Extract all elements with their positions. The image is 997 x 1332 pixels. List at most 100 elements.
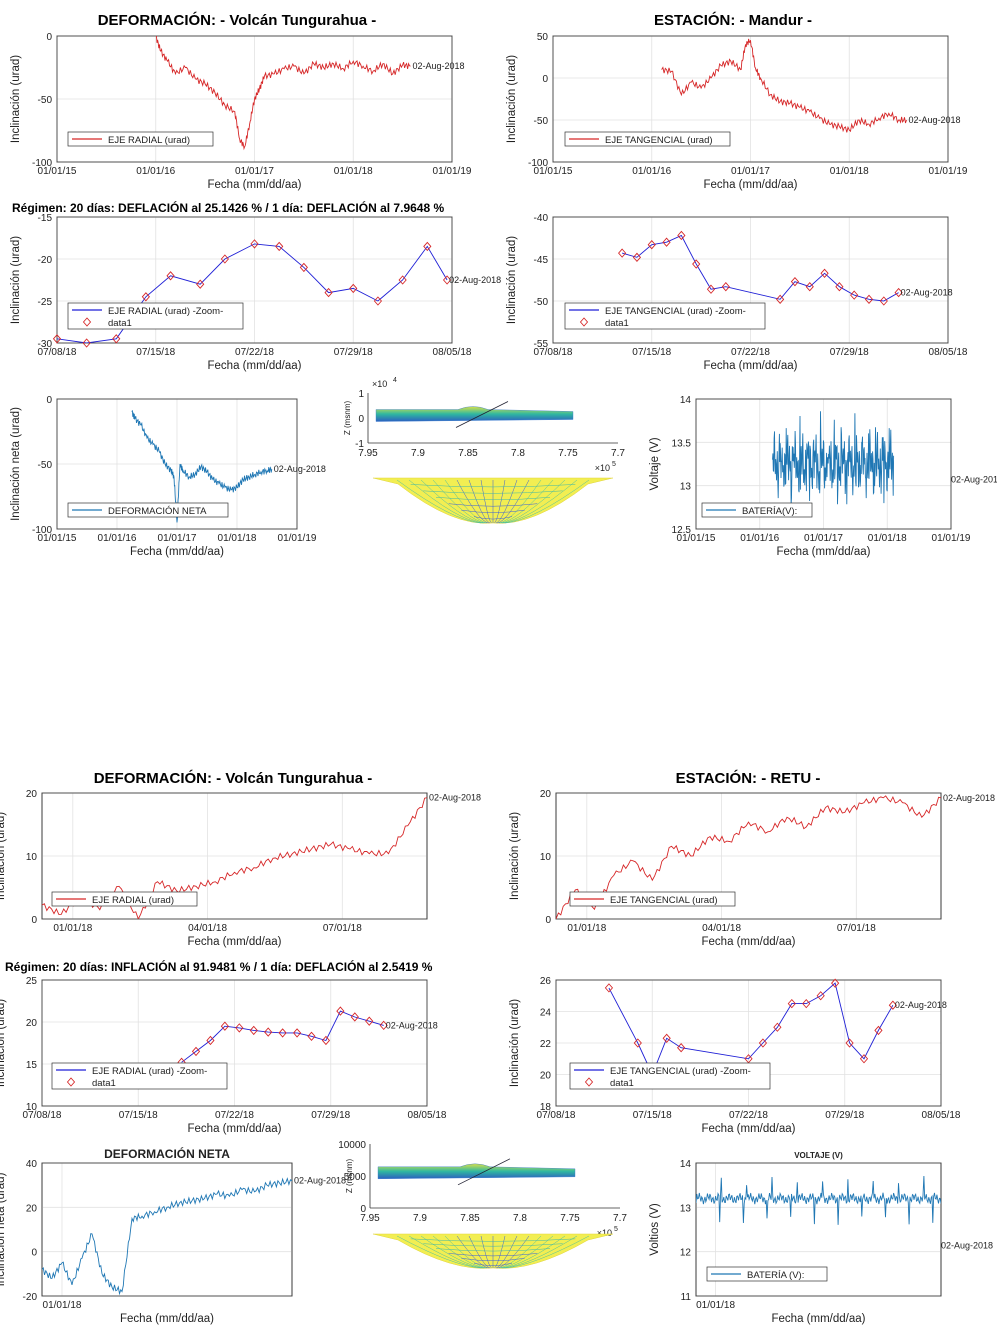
legend-entry: DEFORMACIÓN NETA — [108, 506, 207, 517]
data-point — [864, 294, 874, 305]
y-tick-label: 0 — [542, 74, 548, 85]
data-point — [112, 334, 121, 344]
x-tick-label: 01/01/17 — [235, 166, 274, 177]
chart-b-volt: 01/01/18 14 13 12 11 Fecha (mm/dd/aa) Voltios … — [649, 1151, 993, 1325]
surface-z-tick: 10000 — [338, 1140, 366, 1151]
y-tick-label: 12 — [680, 1248, 692, 1259]
legend-box — [701, 502, 813, 518]
mesh-line — [504, 479, 590, 524]
y-tick-label: 13 — [680, 482, 692, 493]
surface-x-tick: 7.95 — [358, 448, 378, 459]
chart-title: DEFORMACIÓN NETA — [104, 1146, 230, 1161]
data-point — [618, 248, 627, 258]
legend-entry: EJE RADIAL (urad) — [108, 135, 190, 146]
y-tick-label: 0 — [46, 395, 52, 406]
y-tick-label: -25 — [38, 297, 53, 308]
x-tick-label: 01/01/16 — [740, 533, 779, 544]
mesh-line — [494, 479, 506, 524]
mesh-line — [495, 479, 518, 524]
data-point — [52, 334, 62, 344]
y-tick-label: -40 — [534, 213, 549, 224]
x-tick-label: 01/01/16 — [136, 166, 175, 177]
surface-plot-0: 1 0 -17.95 7.9 7.85 7.8 7.75 7.7 Z (msnm) ×10 4 ×10… — [343, 377, 625, 524]
y-tick-label: 18 — [540, 1102, 552, 1113]
plot-frame — [555, 979, 942, 1107]
data-point — [859, 1054, 869, 1064]
data-point — [278, 1028, 287, 1038]
chart-title: VOLTAJE (V) — [794, 1151, 843, 1160]
surface-z-tick: -1 — [355, 439, 364, 450]
x-axis-label: Fecha (mm/dd/aa) — [188, 936, 282, 948]
x-tick-label: 07/01/18 — [323, 923, 362, 934]
y-tick-label: -50 — [38, 95, 53, 106]
y-tick-label: 24 — [540, 1008, 552, 1019]
surface-z-tick: 0 — [360, 1204, 366, 1215]
annotation-label: 02-Aug-2018 — [429, 793, 481, 803]
data-point — [307, 1031, 316, 1041]
surface-x-exponent: ×10 — [597, 1228, 612, 1238]
mesh-line — [408, 1235, 483, 1269]
x-tick-label: 01/01/15 — [677, 533, 716, 544]
mesh-line — [420, 1235, 485, 1269]
surface-vector — [455, 401, 509, 428]
legend-marker — [584, 1077, 594, 1087]
x-tick-label: 01/01/17 — [731, 166, 770, 177]
series-line — [556, 795, 941, 919]
x-axis-label: Fecha (mm/dd/aa) — [772, 1313, 866, 1325]
x-tick-label: 07/08/18 — [23, 1110, 62, 1121]
legend-entry: EJE TANGENCIAL (urad) -Zoom- — [605, 306, 746, 317]
data-point — [264, 1027, 273, 1037]
data-point — [166, 271, 175, 281]
x-tick-label: 01/01/18 — [334, 166, 373, 177]
mesh-ring — [473, 1262, 513, 1266]
y-tick-label: 20 — [26, 1203, 38, 1214]
plot-frame — [695, 1162, 942, 1297]
mesh-line — [494, 1235, 506, 1269]
legend: DEFORMACIÓN NETA — [67, 502, 229, 518]
mesh-ring — [423, 490, 563, 494]
bottom-title-left: DEFORMACIÓN: - Volcán Tungurahua - — [94, 769, 373, 787]
x-tick-label: 07/29/18 — [311, 1110, 350, 1121]
surface-mesh — [372, 1233, 614, 1269]
data-point — [379, 1020, 388, 1031]
data-point — [692, 259, 701, 269]
y-tick-label: 10 — [540, 852, 552, 863]
plot-frame — [555, 792, 942, 920]
mesh-ring — [461, 1258, 525, 1262]
mesh-ring — [435, 497, 551, 501]
data-point — [365, 1016, 374, 1026]
mesh-ring — [473, 516, 513, 520]
data-point — [206, 1035, 215, 1046]
y-axis-label: Inclinación (urad) — [0, 812, 7, 900]
data-point — [758, 1038, 768, 1048]
chart-b-radial-zoom: 07/08/18 07/15/18 07/22/18 07/29/18 08/05/18… — [0, 976, 447, 1135]
surface-z-exponent-power: 4 — [393, 377, 397, 384]
y-tick-label: 10 — [26, 852, 38, 863]
y-tick-label: 25 — [26, 976, 38, 987]
surface-z-exponent: ×10 — [372, 379, 387, 389]
y-axis-label: Inclinación (urad) — [506, 55, 518, 143]
surface-x-tick: 7.7 — [611, 448, 625, 459]
series-line — [608, 982, 894, 1076]
y-tick-label: 20 — [540, 1071, 552, 1082]
data-point — [604, 983, 614, 993]
surface-x-tick: 7.75 — [558, 448, 578, 459]
x-tick-label: 01/01/19 — [433, 166, 472, 177]
y-tick-label: 13 — [680, 1203, 692, 1214]
bottom-regimen: Régimen: 20 días: INFLACIÓN al 91.9481 %… — [5, 959, 433, 974]
series-line — [661, 38, 907, 133]
surface-x-tick: 7.75 — [560, 1213, 580, 1224]
x-tick-label: 07/15/18 — [119, 1110, 158, 1121]
y-tick-label: -15 — [38, 213, 53, 224]
x-tick-label: 01/01/19 — [932, 533, 971, 544]
x-axis-label: Fecha (mm/dd/aa) — [777, 546, 871, 558]
data-point — [235, 1023, 244, 1033]
y-tick-label: -55 — [534, 339, 549, 350]
legend-entry: BATERÍA(V): — [742, 506, 797, 517]
data-point — [398, 275, 407, 285]
x-tick-label: 08/05/18 — [922, 1110, 961, 1121]
series-line — [42, 1177, 292, 1296]
y-tick-label: 0 — [31, 1248, 37, 1259]
x-axis-label: Fecha (mm/dd/aa) — [704, 179, 798, 191]
data-point — [349, 283, 358, 294]
